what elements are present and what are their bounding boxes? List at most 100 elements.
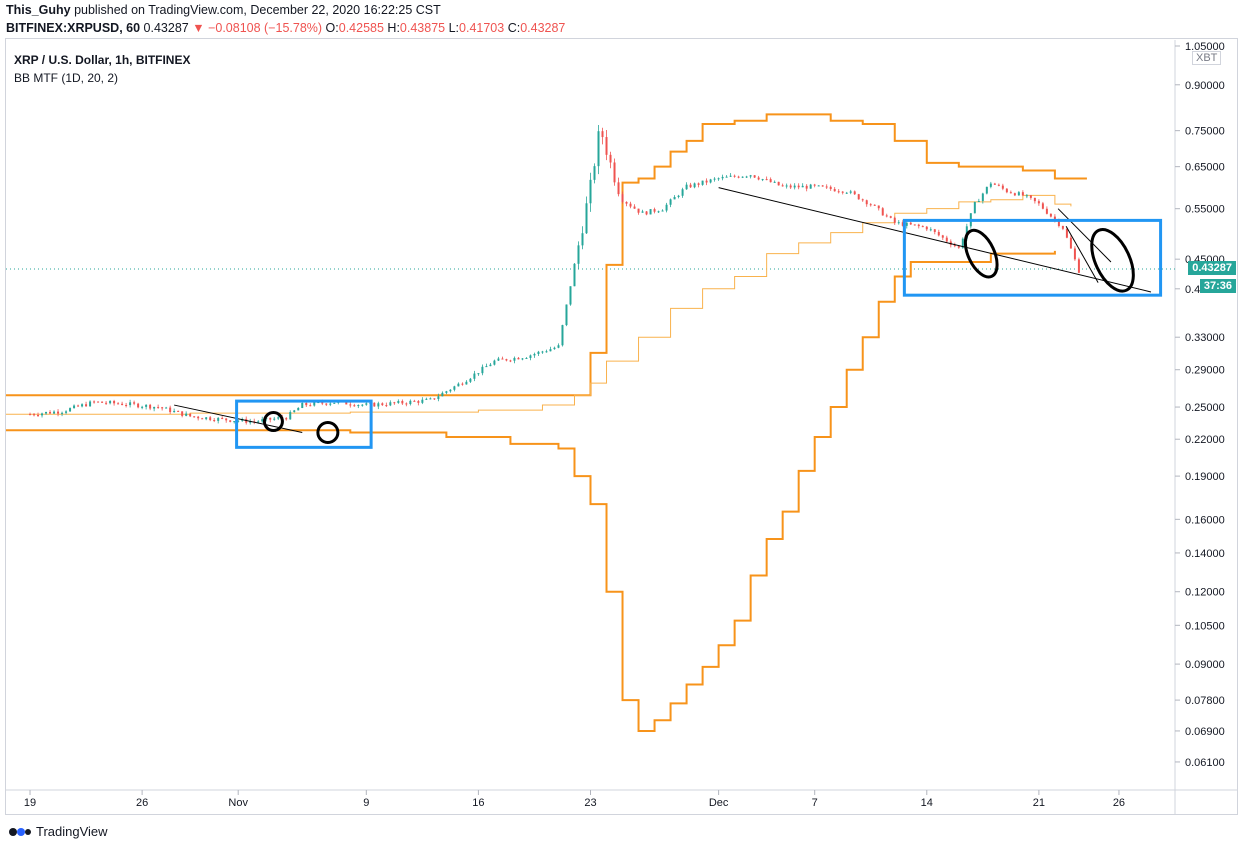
candle-body [465, 381, 468, 385]
candle-body [673, 196, 676, 200]
candle-body [417, 401, 420, 403]
candle-body [225, 418, 228, 421]
candle-body [521, 358, 524, 360]
y-tick-label: 0.07800 [1185, 695, 1225, 707]
indicator-legend[interactable]: BB MTF (1D, 20, 2) [14, 71, 119, 85]
candle-body [809, 184, 812, 189]
candle-body [1049, 213, 1052, 217]
candle-body [313, 402, 316, 406]
published-text: published on TradingView.com, December 2… [74, 3, 441, 17]
candle-body [181, 411, 184, 416]
candle-body [877, 205, 880, 209]
candle-body [729, 175, 732, 177]
candle-body [345, 401, 348, 405]
candle-body [921, 226, 924, 228]
x-tick-label: Nov [228, 797, 248, 809]
y-tick-label: 1.05000 [1185, 41, 1225, 53]
publisher-name[interactable]: This_Guhy [6, 3, 71, 17]
candle-body [1053, 216, 1056, 220]
candle-body [649, 209, 652, 215]
candle-body [525, 357, 528, 359]
candle-body [113, 401, 116, 404]
candle-body [725, 176, 728, 178]
candle-body [61, 412, 64, 414]
x-tick-label: 19 [24, 797, 36, 809]
candle-body [781, 185, 784, 187]
candle-body [229, 420, 232, 422]
candle-body [645, 211, 648, 215]
candle-body [153, 406, 156, 409]
candle-body [357, 405, 360, 407]
footer-brand-label: TradingView [36, 824, 108, 839]
candle-body [333, 402, 336, 404]
candle-body [541, 351, 544, 353]
candle-body [569, 286, 572, 305]
candle-body [805, 185, 808, 189]
candle-body [1069, 237, 1072, 249]
candle-body [865, 200, 868, 205]
candle-body [1001, 185, 1004, 189]
candle-body [497, 358, 500, 361]
candle-body [1057, 219, 1060, 227]
candle-body [685, 184, 688, 190]
candle-body [737, 176, 740, 178]
circle-marker-4 [1090, 228, 1135, 293]
candle-body [681, 189, 684, 196]
candle-body [745, 176, 748, 178]
candle-body [325, 403, 328, 405]
candle-body [65, 411, 68, 413]
currency-badge[interactable]: XBT [1192, 51, 1222, 65]
countdown-tag: 37:36 [1199, 278, 1236, 293]
y-tick-label: 0.22000 [1185, 434, 1225, 446]
candle-body [753, 175, 756, 178]
candle-body [861, 199, 864, 201]
candle-body [653, 209, 656, 212]
candle-body [1009, 192, 1012, 194]
x-tick-label: 7 [812, 797, 818, 809]
candle-body [213, 420, 216, 422]
candle-body [833, 189, 836, 192]
candle-body [145, 404, 148, 407]
y-tick-label: 0.25000 [1185, 402, 1225, 414]
candle-body [593, 166, 596, 180]
candle-body [797, 185, 800, 188]
x-tick-label: 14 [921, 797, 933, 809]
candle-body [641, 211, 644, 213]
y-tick-label: 0.06100 [1185, 757, 1225, 769]
candle-body [625, 201, 628, 204]
candle-body [277, 417, 280, 419]
candle-body [717, 178, 720, 180]
candle-body [801, 185, 804, 188]
candle-body [249, 421, 252, 423]
candle-body [897, 222, 900, 224]
chart-legend-title: XRP / U.S. Dollar, 1h, BITFINEX [14, 53, 191, 67]
open-label: O: [325, 21, 339, 35]
footer-brand[interactable]: TradingView [8, 824, 108, 839]
candle-body [909, 222, 912, 225]
candle-body [157, 406, 160, 408]
candle-body [349, 404, 352, 406]
candle-body [233, 421, 236, 423]
candle-body [501, 358, 504, 360]
close-label: C: [507, 21, 521, 35]
candle-body [769, 179, 772, 183]
open-value: 0.42585 [338, 21, 384, 35]
candle-body [757, 177, 760, 180]
candle-body [217, 417, 220, 421]
candle-body [589, 179, 592, 204]
candle-body [161, 407, 164, 409]
candle-body [1033, 197, 1036, 202]
candle-body [409, 400, 412, 405]
chart-frame[interactable] [5, 38, 1238, 815]
candle-body [453, 386, 456, 390]
y-tick-label: 0.12000 [1185, 587, 1225, 599]
candle-body [617, 182, 620, 195]
candle-body [581, 233, 584, 246]
x-tick-label: 26 [1113, 797, 1125, 809]
candle-body [773, 181, 776, 183]
candle-body [485, 366, 488, 368]
candle-body [489, 364, 492, 367]
candle-body [533, 353, 536, 356]
candle-body [813, 184, 816, 186]
